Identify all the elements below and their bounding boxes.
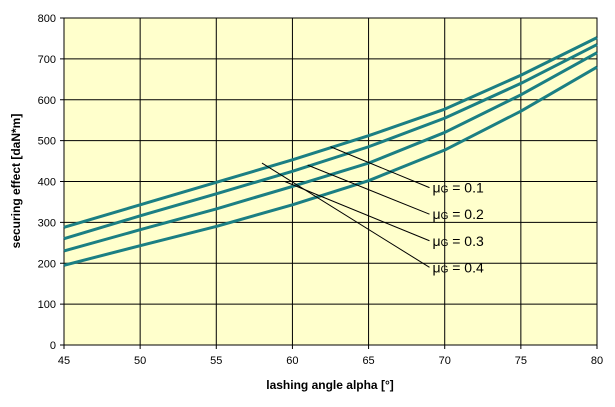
x-tick-label: 65: [362, 355, 374, 367]
legend-leader-lines: [261, 146, 430, 268]
x-axis-title: lashing angle alpha [°]: [266, 378, 393, 392]
leader-line-3: [261, 162, 430, 268]
x-tick-label: 80: [591, 355, 603, 367]
grid-lines: [64, 18, 597, 345]
series-line-0: [63, 36, 598, 229]
y-tick-label: 500: [38, 136, 56, 148]
y-tick-label: 600: [38, 95, 56, 107]
x-tick-label: 55: [210, 355, 222, 367]
legend-label-2: μG = 0.3: [432, 233, 483, 249]
y-tick-label: 200: [38, 258, 56, 270]
x-tick-label: 60: [286, 355, 298, 367]
y-tick-label: 100: [38, 299, 56, 311]
y-tick-label: 0: [50, 340, 56, 352]
x-tick-label: 75: [515, 355, 527, 367]
legend: μG = 0.1 μG = 0.2 μG = 0.3 μG = 0.4: [432, 180, 483, 276]
y-axis-ticks: 0 100 200 300 400 500 600 700 800: [38, 13, 64, 352]
legend-label-1: μG = 0.2: [432, 206, 483, 222]
leader-line-0: [330, 146, 430, 189]
series-line-1: [63, 43, 598, 241]
x-tick-label: 70: [439, 355, 451, 367]
legend-label-3: μG = 0.4: [432, 259, 483, 275]
x-axis-ticks: 45 50 55 60 65 70 75 80: [58, 345, 603, 367]
series-line-3: [63, 65, 598, 267]
x-tick-label: 45: [58, 355, 70, 367]
y-tick-label: 300: [38, 217, 56, 229]
leader-line-2: [284, 181, 430, 242]
y-tick-label: 700: [38, 54, 56, 66]
leader-line-1: [307, 164, 430, 215]
y-tick-label: 800: [38, 13, 56, 25]
y-tick-label: 400: [38, 177, 56, 189]
series-lines: [63, 36, 598, 267]
x-tick-label: 50: [134, 355, 146, 367]
legend-label-0: μG = 0.1: [432, 180, 483, 196]
y-axis-title: securing effect [daN*m]: [9, 114, 23, 249]
